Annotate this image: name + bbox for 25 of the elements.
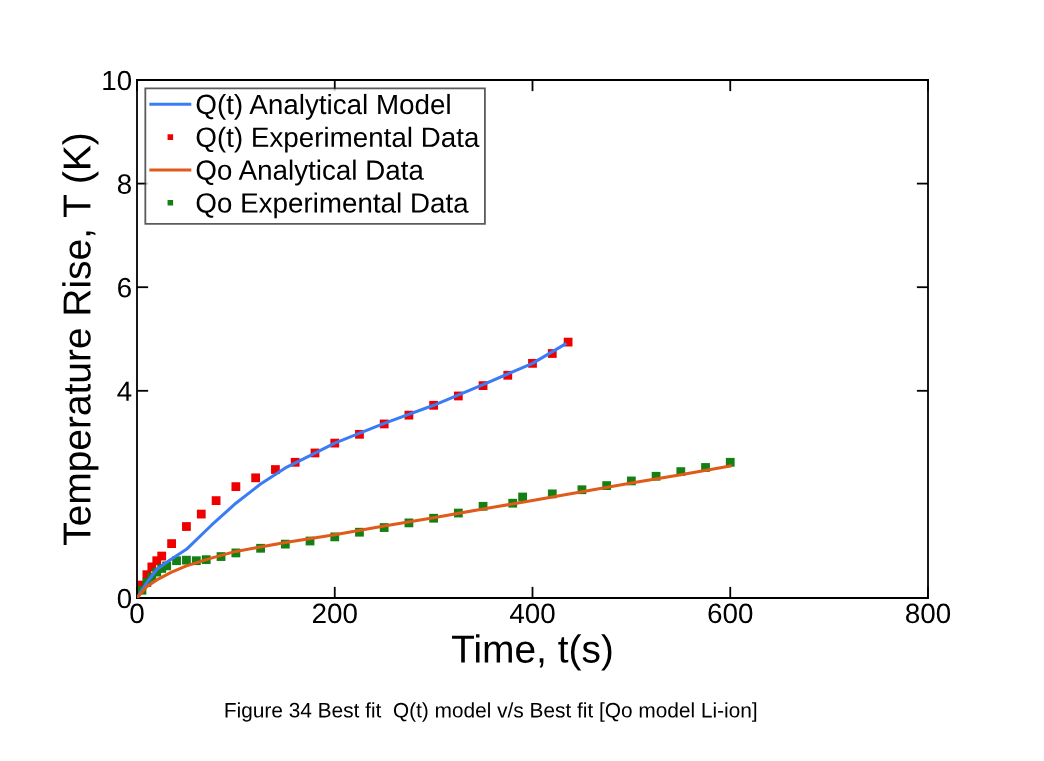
x-tick-label: 200 (312, 603, 357, 624)
point (251, 473, 261, 483)
point (182, 555, 191, 565)
point (518, 492, 527, 502)
y-axis-title: Temperature Rise, T (K) (62, 134, 99, 545)
point (182, 522, 191, 531)
point (211, 496, 221, 506)
y-tick-label: 10 (103, 70, 132, 91)
legend-label: Q(t) Analytical Model (196, 93, 450, 120)
y-tick-label: 4 (117, 381, 132, 401)
legend-label: Qo Experimental Data (196, 192, 469, 219)
x-tick-label: 400 (509, 603, 555, 624)
legend-label: Qo Analytical Data (196, 159, 424, 186)
y-tick-label: 8 (117, 174, 131, 194)
caption: Figure 34 Best fit Q(t) model v/s Best fit [Qo model Li-ion] (225, 702, 757, 722)
legend-label: Q(t) Experimental Data (196, 126, 480, 153)
x-tick-label: 600 (708, 603, 753, 624)
point (157, 551, 167, 561)
x-axis-title: Time, t(s) (452, 634, 612, 671)
y-tick-label: 0 (117, 588, 132, 609)
point (167, 539, 176, 548)
x-tick-label: 800 (906, 603, 951, 624)
point (196, 509, 206, 519)
point (231, 482, 241, 492)
y-tick-label: 6 (118, 277, 131, 298)
